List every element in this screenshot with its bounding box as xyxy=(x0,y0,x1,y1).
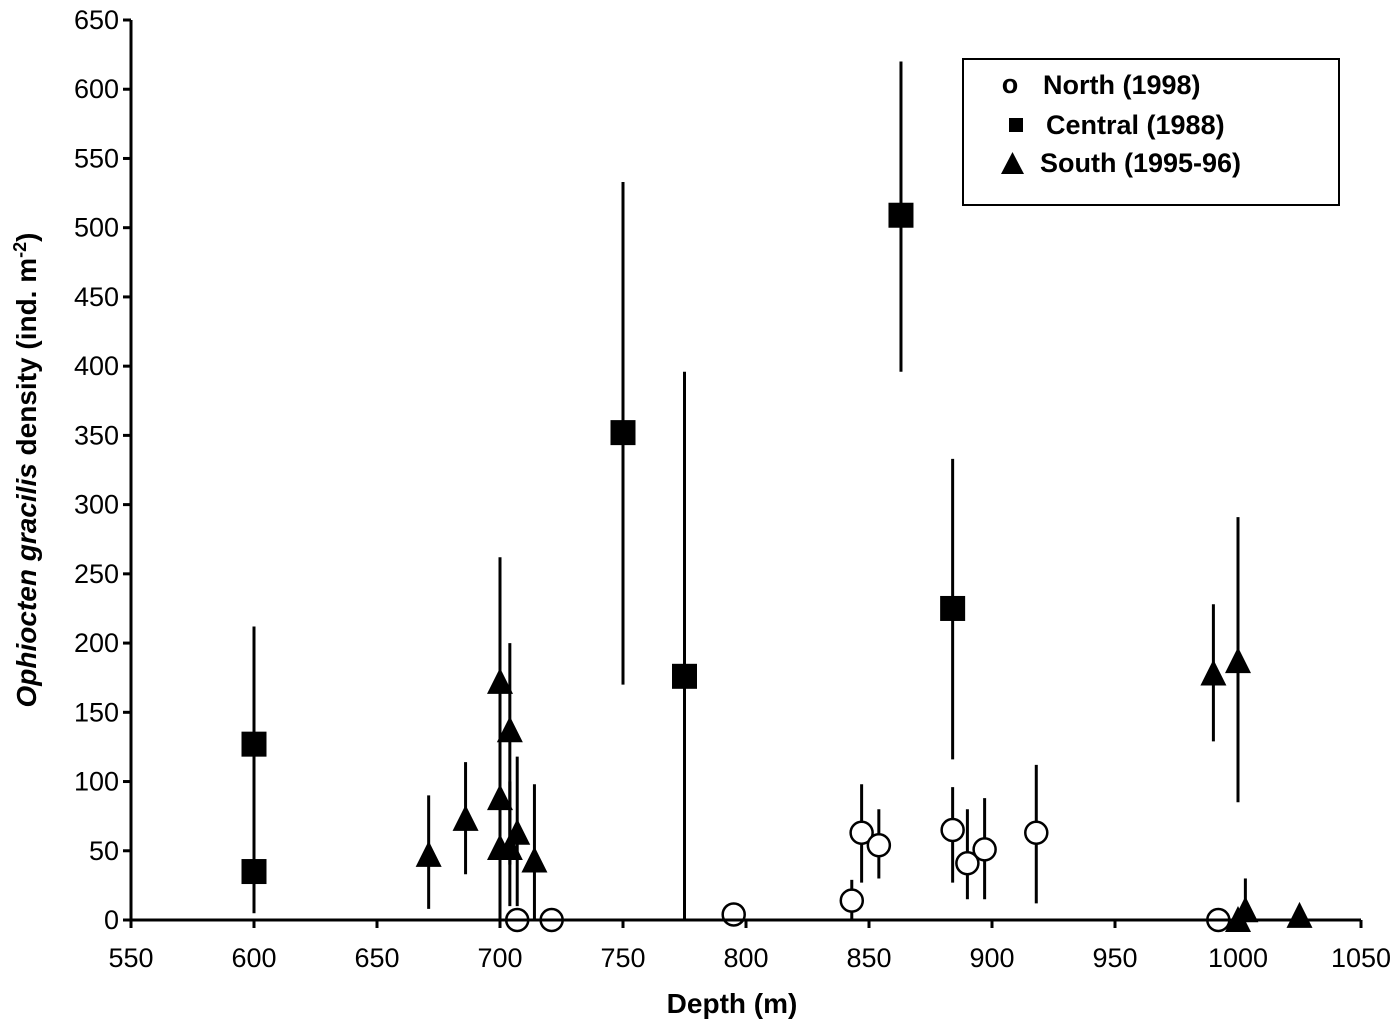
data-markers xyxy=(241,202,1313,933)
y-axis-title-exponent: -2 xyxy=(10,242,30,258)
y-axis-title-close: ) xyxy=(11,233,42,242)
south-data-point xyxy=(1286,901,1313,928)
y-tick-label: 50 xyxy=(89,836,119,866)
central-data-point xyxy=(241,731,267,757)
north-data-point xyxy=(1024,820,1049,846)
y-tick-label: 300 xyxy=(74,490,119,520)
north-data-point xyxy=(955,850,980,876)
south-data-point xyxy=(1225,647,1251,674)
x-tick-label: 650 xyxy=(354,943,399,973)
x-tick-label: 550 xyxy=(108,943,153,973)
x-tick-label: 950 xyxy=(1092,943,1137,973)
north-data-point xyxy=(940,817,965,843)
central-data-point xyxy=(940,595,966,621)
south-data-point xyxy=(415,840,442,867)
y-tick-label: 600 xyxy=(74,74,119,104)
x-tick-label: 800 xyxy=(723,943,768,973)
y-axis-title: Ophiocten gracilis density (ind. m-2) xyxy=(10,233,42,708)
y-axis-ticks: 0 50 100 150 200 250 300 350 400 450 500 550 600 650 xyxy=(74,5,131,935)
legend-box xyxy=(962,58,1340,206)
south-data-point xyxy=(1200,659,1227,686)
central-data-point xyxy=(241,859,267,885)
x-tick-label: 1050 xyxy=(1331,943,1391,973)
south-data-point xyxy=(504,818,531,845)
legend-label-central: Central (1988) xyxy=(1046,110,1225,140)
y-axis-title-species: Ophiocten gracilis xyxy=(11,463,42,707)
x-axis-ticks: 550 600 650 700 750 800 850 900 950 1000 1050 xyxy=(108,920,1391,973)
x-tick-label: 750 xyxy=(600,943,645,973)
south-data-point xyxy=(487,667,513,694)
y-tick-label: 450 xyxy=(74,282,119,312)
y-tick-label: 250 xyxy=(74,559,119,589)
x-tick-label: 900 xyxy=(969,943,1014,973)
legend-circle-icon: o xyxy=(1002,69,1019,99)
legend-label-north: North (1998) xyxy=(1043,70,1201,100)
x-tick-label: 850 xyxy=(846,943,891,973)
north-data-point xyxy=(839,888,865,913)
south-data-point xyxy=(496,716,523,743)
x-tick-label: 1000 xyxy=(1208,943,1268,973)
central-data-point xyxy=(888,202,914,228)
x-axis-title: Depth (m) xyxy=(667,988,798,1019)
central-data-point xyxy=(610,420,636,446)
north-data-point xyxy=(972,837,997,862)
legend-square-icon xyxy=(1009,118,1023,132)
x-tick-label: 700 xyxy=(477,943,522,973)
y-tick-label: 350 xyxy=(74,420,119,450)
north-data-point xyxy=(866,832,892,858)
north-data-point xyxy=(721,902,746,927)
y-axis-title-units: density (ind. m xyxy=(11,258,42,463)
y-tick-label: 650 xyxy=(74,5,119,35)
y-tick-label: 100 xyxy=(74,767,119,797)
y-tick-label: 550 xyxy=(74,143,119,173)
legend-triangle-icon xyxy=(1001,152,1024,174)
y-tick-label: 0 xyxy=(104,905,119,935)
south-data-point xyxy=(496,834,523,860)
y-tick-label: 400 xyxy=(74,351,119,381)
legend-label-south: South (1995-96) xyxy=(1040,148,1241,178)
x-tick-label: 600 xyxy=(231,943,276,973)
y-tick-label: 150 xyxy=(74,697,119,727)
south-data-point xyxy=(487,784,513,811)
north-data-point xyxy=(849,820,874,846)
south-data-point xyxy=(452,804,479,831)
south-data-point xyxy=(521,846,548,873)
central-data-point xyxy=(672,663,697,689)
legend: o North (1998) Central (1988) South (199… xyxy=(962,58,1340,206)
y-tick-label: 500 xyxy=(74,213,119,243)
y-tick-label: 200 xyxy=(74,628,119,658)
